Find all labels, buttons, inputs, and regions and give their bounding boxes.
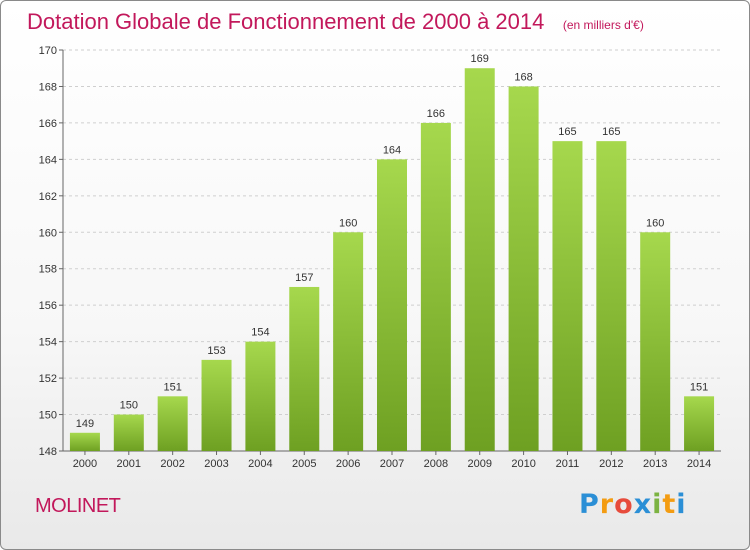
data-label: 153	[207, 345, 225, 357]
bar-2006	[333, 232, 364, 451]
bars	[69, 68, 715, 452]
bar-2009	[464, 68, 495, 452]
data-label: 151	[163, 381, 181, 393]
logo-letter: t	[662, 489, 677, 520]
x-tick-label: 2004	[248, 458, 272, 470]
data-label: 160	[339, 217, 357, 229]
y-tick-label: 158	[39, 264, 57, 276]
y-tick-label: 162	[39, 191, 57, 203]
bar-2012	[596, 141, 627, 452]
x-tick-label: 2009	[467, 458, 491, 470]
y-tick-label: 168	[39, 81, 57, 93]
data-label: 149	[76, 418, 94, 430]
x-tick-label: 2010	[511, 458, 535, 470]
logo-letter: r	[599, 489, 615, 520]
data-label: 160	[646, 217, 664, 229]
logo-letter: x	[633, 489, 653, 520]
y-tick-label: 166	[39, 118, 57, 130]
x-tick-label: 2013	[643, 458, 667, 470]
data-label: 165	[558, 126, 576, 138]
x-tick-label: 2003	[204, 458, 228, 470]
x-tick-label: 2001	[117, 458, 141, 470]
bar-2001	[113, 414, 144, 451]
proxiti-logo[interactable]: Proxiti	[579, 489, 687, 520]
bar-2005	[289, 286, 320, 451]
bar-2013	[640, 232, 671, 451]
x-tick-label: 2005	[292, 458, 316, 470]
data-label: 154	[251, 327, 269, 339]
data-label: 165	[602, 126, 620, 138]
y-tick-label: 156	[39, 300, 57, 312]
x-tick-labels: 2000 2001 2002 2003 2004 2005 2006 2007 2008 2009…	[73, 458, 712, 470]
data-label: 157	[295, 272, 313, 284]
data-label: 169	[471, 53, 489, 65]
y-tick-label: 160	[39, 227, 57, 239]
y-tick-label: 164	[39, 154, 57, 166]
title-row: Dotation Globale de Fonctionnement de 20…	[27, 9, 644, 35]
logo-letter: P	[579, 489, 600, 520]
y-tick-label: 154	[39, 337, 57, 349]
bar-2003	[201, 359, 232, 451]
bar-2004	[245, 341, 276, 451]
bar-2010	[508, 86, 539, 452]
x-tick-label: 2002	[160, 458, 184, 470]
x-tick-label: 2007	[380, 458, 404, 470]
bar-2002	[157, 396, 188, 451]
logo-letter: o	[614, 489, 634, 520]
y-tick-label: 152	[39, 373, 57, 385]
x-tick-label: 2000	[73, 458, 97, 470]
data-label: 166	[427, 108, 445, 120]
y-tick-label: 170	[39, 45, 57, 57]
data-label: 151	[690, 381, 708, 393]
bar-2000	[69, 432, 100, 451]
data-label: 168	[514, 71, 532, 83]
commune-name: MOLINET	[35, 495, 121, 517]
data-label: 164	[383, 144, 401, 156]
data-label: 150	[120, 400, 138, 412]
y-tick-label: 148	[39, 446, 57, 458]
bar-2007	[377, 159, 407, 451]
data-labels: 149 150 151 153 154 157 160 164 166 169 168 165 165 1…	[76, 53, 708, 430]
x-tick-label: 2008	[424, 458, 448, 470]
bar-2008	[420, 122, 451, 451]
chart-title: Dotation Globale de Fonctionnement de 20…	[27, 9, 545, 34]
x-tick-label: 2006	[336, 458, 360, 470]
x-tick-label: 2011	[556, 458, 580, 470]
logo-letter: i	[652, 489, 663, 520]
chart-subtitle: (en milliers d'€)	[562, 18, 644, 32]
bar-2014	[684, 396, 715, 451]
x-tick-label: 2012	[599, 458, 623, 470]
y-tick-labels: 148 150 152 154 156 158 160 162 164 166 168 170	[39, 45, 57, 458]
x-tick-label: 2014	[687, 458, 711, 470]
bar-2011	[552, 141, 583, 452]
logo-letter: i	[676, 489, 687, 520]
y-tick-label: 150	[39, 410, 57, 422]
